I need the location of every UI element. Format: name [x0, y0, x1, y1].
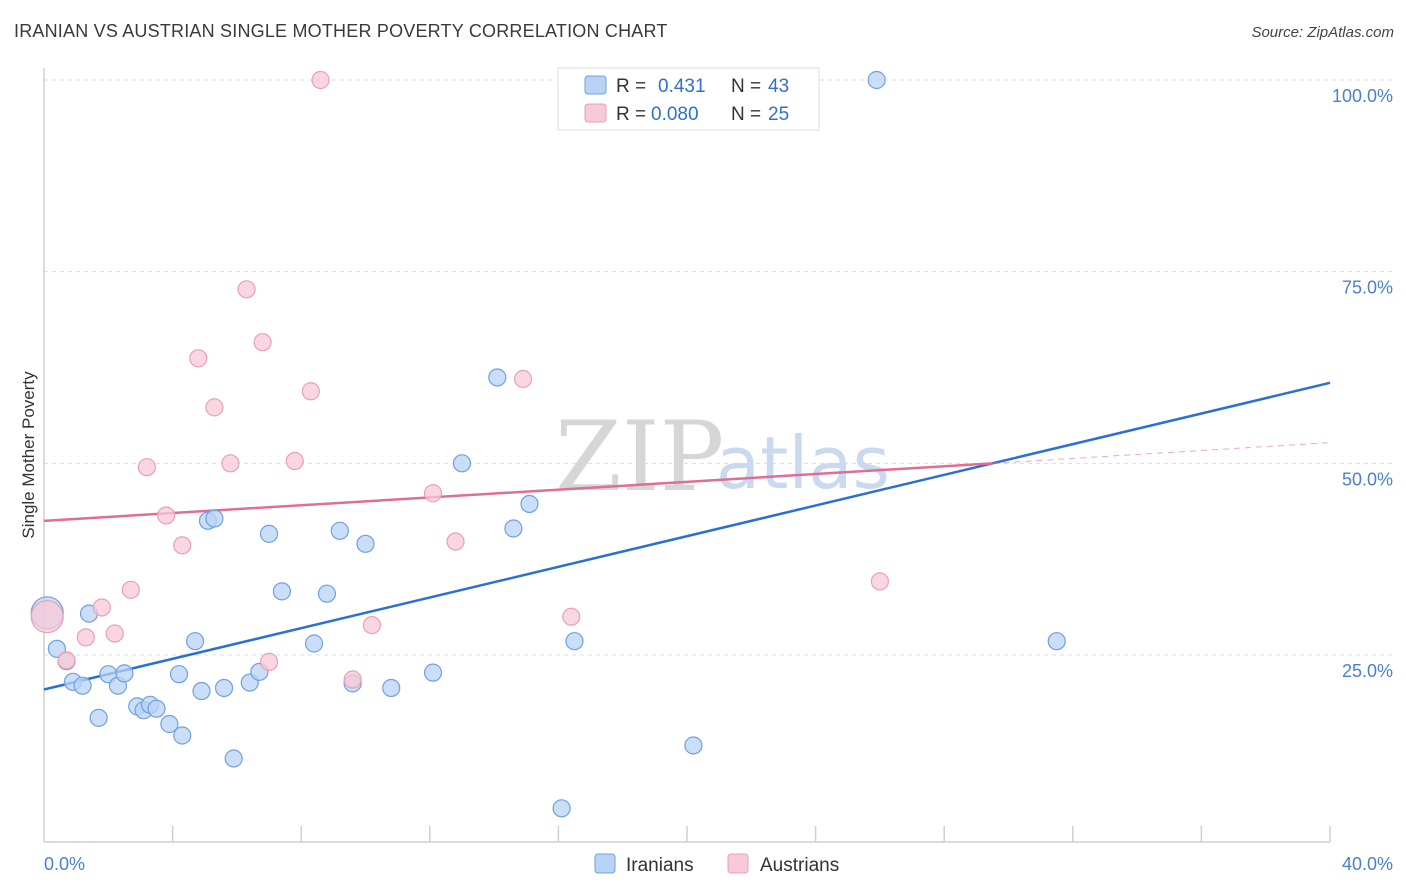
austrian-point-17 — [311, 70, 330, 90]
austrian-point-23 — [562, 607, 581, 626]
iranian-point-17 — [186, 632, 205, 651]
iranian-point-31 — [356, 534, 375, 553]
bottom-legend-label-iranians: Iranians — [626, 855, 694, 876]
iranian-point-42 — [1047, 632, 1066, 651]
iranian-point-16 — [173, 726, 192, 745]
austrian-point-18 — [343, 670, 362, 689]
austrian-point-24 — [870, 572, 890, 591]
austrian-point-15 — [285, 451, 304, 471]
austrian-point-6 — [137, 458, 156, 477]
iranian-point-35 — [488, 368, 507, 387]
iranian-point-27 — [304, 634, 324, 653]
iranian-point-29 — [330, 521, 349, 540]
iranian-point-28 — [317, 584, 337, 603]
x-tick-label-max: 40.0% — [1342, 854, 1393, 874]
austrian-point-22 — [513, 369, 533, 389]
legend-r-value-austrians: 0.080 — [651, 104, 699, 125]
iranian-point-6 — [89, 708, 108, 727]
iranian-point-39 — [565, 632, 584, 651]
legend-n-value-iranians: 43 — [768, 76, 789, 97]
austrian-point-4 — [105, 624, 124, 643]
source-credit: Source: ZipAtlas.com — [1251, 24, 1394, 41]
trend-line-iranians — [43, 381, 1331, 691]
austrian-point-5 — [121, 580, 140, 599]
legend-swatch-austrians — [584, 103, 607, 123]
bottom-legend-label-austrians: Austrians — [760, 855, 839, 876]
legend-r-label-iranians: R = — [616, 76, 646, 97]
austrian-point-12 — [237, 280, 256, 299]
austrian-point-16 — [301, 382, 320, 401]
grid — [44, 79, 1392, 656]
iranian-point-14 — [160, 714, 179, 734]
trend-line-austrians — [43, 462, 993, 523]
y-tick-labels: 25.0% 50.0% 75.0% 100.0% — [1332, 86, 1393, 681]
iranian-point-25 — [259, 524, 279, 543]
iranian-point-21 — [214, 678, 234, 698]
iranian-point-22 — [224, 749, 243, 768]
legend-n-value-austrians: 25 — [768, 104, 789, 125]
austrian-point-21 — [446, 532, 465, 551]
iranian-point-37 — [520, 494, 539, 514]
iranian-point-38 — [552, 799, 571, 818]
iranian-point-20 — [205, 509, 224, 528]
legend-n-label-austrians: N = — [731, 104, 761, 125]
austrian-point-2 — [76, 628, 95, 647]
chart-title: IRANIAN VS AUSTRIAN SINGLE MOTHER POVERT… — [14, 21, 668, 41]
iranian-point-26 — [272, 582, 292, 601]
legend-r-value-iranians: 0.431 — [658, 76, 706, 97]
iranian-point-13 — [147, 699, 166, 718]
trend-lines — [43, 381, 1331, 691]
iranian-point-41 — [867, 70, 886, 90]
series-legend: Iranians Austrians — [594, 853, 839, 876]
iranian-point-18 — [192, 681, 211, 701]
correlation-legend: R = 0.431 N = 43 R = 0.080 N = 25 — [557, 67, 820, 131]
trend-line-austrians-extension — [992, 442, 1331, 464]
watermark-atlas: atlas — [716, 421, 890, 505]
y-axis-label: Single Mother Poverty — [19, 371, 38, 539]
austrian-point-9 — [189, 349, 208, 368]
iranian-point-32 — [382, 678, 401, 698]
iranian-point-33 — [423, 663, 443, 682]
austrian-point-10 — [205, 398, 224, 417]
iranian-point-40 — [684, 736, 703, 755]
legend-swatch-iranians — [584, 75, 607, 95]
austrian-point-3 — [92, 598, 111, 617]
x-axis-ticks — [171, 826, 1331, 842]
y-tick-label-25: 25.0% — [1342, 661, 1393, 681]
austrian-point-11 — [221, 454, 240, 473]
x-tick-label-min: 0.0% — [44, 854, 85, 874]
iranian-point-9 — [115, 664, 134, 683]
legend-n-label-iranians: N = — [731, 76, 761, 97]
legend-r-label-austrians: R = — [616, 104, 646, 125]
y-tick-label-75: 75.0% — [1342, 278, 1393, 298]
data-points — [30, 70, 1066, 818]
austrian-point-13 — [253, 333, 272, 352]
austrian-point-14 — [259, 652, 279, 672]
austrian-point-0 — [30, 600, 64, 634]
austrian-point-20 — [423, 484, 443, 503]
iranian-point-34 — [452, 454, 472, 473]
austrian-point-8 — [173, 536, 192, 555]
austrian-point-1 — [57, 651, 76, 670]
iranian-point-15 — [169, 665, 189, 684]
iranian-point-4 — [73, 676, 92, 695]
iranian-point-36 — [504, 519, 523, 538]
austrian-point-7 — [157, 506, 176, 525]
bottom-legend-swatch-austrians — [727, 853, 749, 874]
y-tick-label-50: 50.0% — [1342, 469, 1393, 489]
austrian-point-19 — [362, 615, 382, 635]
watermark-zip: ZIP — [555, 401, 724, 513]
bottom-legend-swatch-iranians — [594, 853, 616, 874]
y-tick-label-100: 100.0% — [1332, 86, 1393, 106]
